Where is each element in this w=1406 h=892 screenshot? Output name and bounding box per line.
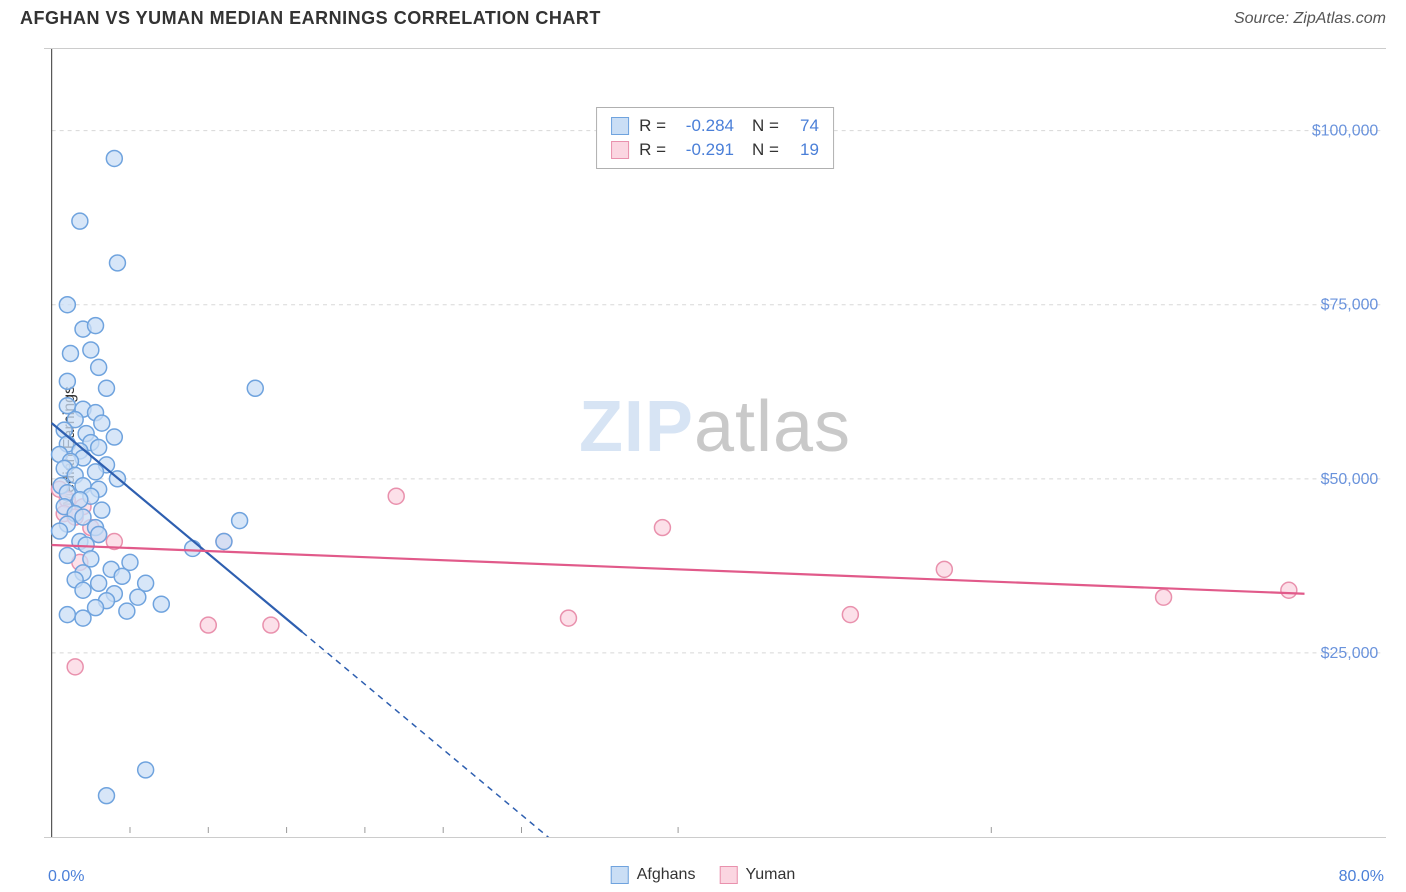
svg-text:$50,000: $50,000 — [1321, 471, 1379, 488]
legend-stat-row: R = -0.291 N = 19 — [611, 138, 819, 162]
legend-item: Yuman — [719, 866, 795, 884]
x-axis-end-label: 80.0% — [1339, 868, 1384, 886]
legend-swatch — [611, 866, 629, 884]
chart-title: AFGHAN VS YUMAN MEDIAN EARNINGS CORRELAT… — [20, 8, 601, 29]
n-value: 74 — [789, 116, 819, 136]
legend-swatch — [611, 141, 629, 159]
r-label: R = — [639, 116, 666, 136]
legend-swatch — [611, 117, 629, 135]
legend-series-name: Afghans — [637, 866, 696, 884]
r-value: -0.291 — [676, 140, 734, 160]
svg-text:$25,000: $25,000 — [1321, 645, 1379, 662]
n-label: N = — [752, 116, 779, 136]
n-value: 19 — [789, 140, 819, 160]
source-label: Source: ZipAtlas.com — [1234, 10, 1386, 28]
legend-stat-row: R = -0.284 N = 74 — [611, 114, 819, 138]
x-axis-start-label: 0.0% — [48, 868, 84, 886]
legend-item: Afghans — [611, 866, 696, 884]
chart-plot-area: $25,000$50,000$75,000$100,000 ZIPatlas R… — [44, 48, 1386, 838]
legend-swatch — [719, 866, 737, 884]
r-value: -0.284 — [676, 116, 734, 136]
correlation-legend: R = -0.284 N = 74 R = -0.291 N = 19 — [596, 107, 834, 169]
svg-text:$100,000: $100,000 — [1312, 123, 1379, 140]
series-legend: Afghans Yuman — [611, 866, 796, 884]
legend-series-name: Yuman — [745, 866, 795, 884]
n-label: N = — [752, 140, 779, 160]
svg-text:$75,000: $75,000 — [1321, 297, 1379, 314]
r-label: R = — [639, 140, 666, 160]
